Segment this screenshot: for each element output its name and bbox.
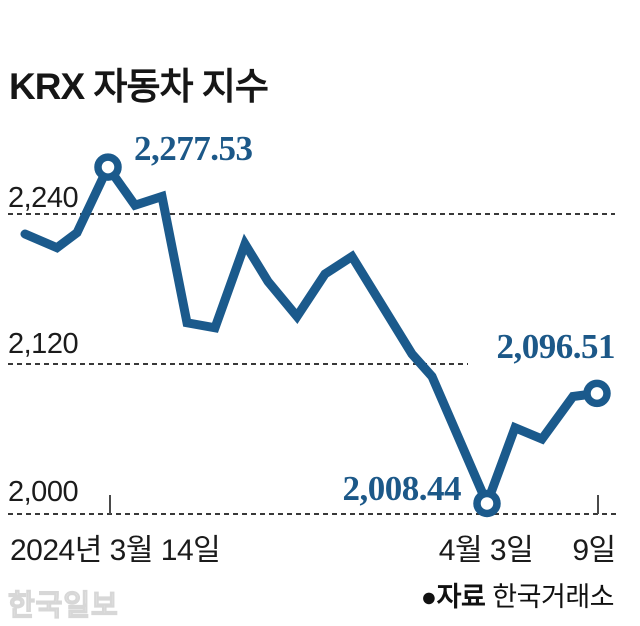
source-bullet-label: ●자료 <box>420 582 486 612</box>
y-axis-label-2000: 2,000 <box>8 476 79 508</box>
y-axis-label-2240: 2,240 <box>8 182 79 214</box>
trough-value-annotation: 2,008.44 <box>342 469 462 508</box>
source-credit: ●자료 한국거래소 <box>420 575 615 614</box>
peak-value-annotation: 2,277.53 <box>134 129 253 168</box>
x-axis-label-april-3: 4월 3일 <box>438 534 534 567</box>
x-axis-ticks <box>109 495 599 514</box>
hankookilbo-watermark: 한국일보 <box>7 589 119 622</box>
x-axis-label-april-9: 9일 <box>572 534 616 567</box>
y-axis-label-2120: 2,120 <box>8 328 79 360</box>
data-point-marker <box>94 153 122 181</box>
source-value: 한국거래소 <box>492 582 614 612</box>
latest-value-annotation: 2,096.51 <box>496 327 616 366</box>
data-point-markers <box>94 153 611 518</box>
x-axis-label-start-date: 2024년 3월 14일 <box>10 534 221 567</box>
data-point-marker <box>583 379 611 408</box>
chart-title: KRX 자동차 지수 <box>9 66 269 107</box>
data-point-marker <box>473 489 501 518</box>
